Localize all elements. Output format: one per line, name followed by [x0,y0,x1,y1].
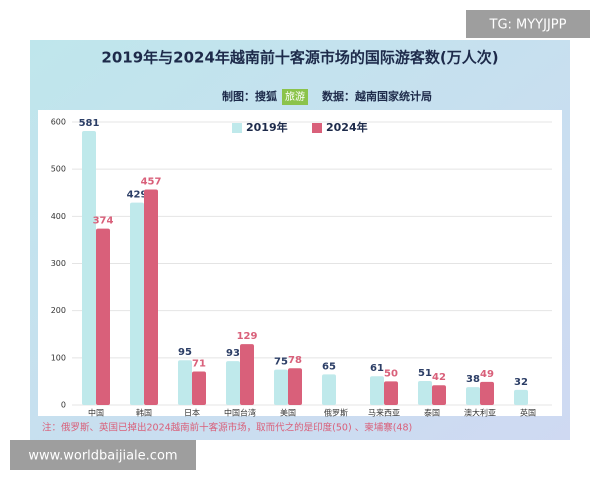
data-label: 50 [384,368,398,379]
bar [466,387,480,405]
legend-swatch [232,123,242,133]
data-label: 457 [141,176,162,187]
data-label: 65 [322,361,336,372]
data-label: 75 [274,357,288,368]
x-tick-label: 中国台湾 [224,408,256,418]
data-label: 32 [514,377,528,388]
bar [144,189,158,405]
x-tick-label: 澳大利亚 [464,408,496,418]
y-tick-label: 100 [51,353,66,362]
data-label: 42 [432,372,446,383]
bar [384,381,398,405]
bar [514,389,528,405]
x-tick-label: 英国 [520,408,536,418]
bar [192,371,206,405]
subtitle-brand: 旅游 [285,90,305,103]
bar [96,228,110,405]
data-label: 429 [127,190,148,201]
subtitle-source: 数据：越南国家统计局 [322,89,432,103]
bar [178,360,192,405]
x-tick-label: 美国 [280,408,296,418]
footnote: 注：俄罗斯、英国已掉出2024越南前十客源市场，取而代之的是印度(50) 、柬埔… [42,422,412,434]
bar [240,344,254,405]
data-label: 78 [288,355,302,366]
data-label: 129 [237,331,258,342]
subtitle-author: 制图：搜狐 [222,89,277,103]
x-tick-label: 俄罗斯 [324,408,348,418]
data-label: 93 [226,348,240,359]
x-tick-label: 韩国 [136,408,152,418]
data-label: 581 [79,118,100,129]
data-label: 71 [192,359,206,370]
legend-swatch [312,123,322,133]
bar [322,374,336,405]
watermark-box [466,10,590,38]
y-tick-label: 500 [51,165,66,174]
data-label: 49 [480,369,494,380]
watermark: www.worldbaijiale.com [28,449,177,464]
x-tick-label: 日本 [184,408,200,418]
bar [82,130,96,405]
chart-title: 2019年与2024年越南前十客源市场的国际游客数(万人次) [101,49,498,67]
bar [432,385,446,405]
bar [274,369,288,405]
y-tick-label: 300 [51,259,66,268]
bar [130,202,144,405]
x-tick-label: 中国 [88,408,104,418]
watermark-box [10,440,196,470]
data-label: 95 [178,347,192,358]
brand-badge [282,89,308,105]
bar [370,376,384,405]
watermark: TG: MYYJJPP [489,18,567,33]
y-tick-label: 200 [51,306,66,315]
y-tick-label: 0 [61,401,66,410]
y-tick-label: 600 [51,118,66,127]
data-label: 38 [466,374,480,385]
y-tick-label: 400 [51,212,66,221]
data-label: 374 [93,216,114,227]
x-tick-label: 马来西亚 [368,409,400,418]
bar [288,368,302,405]
x-tick-label: 泰国 [424,408,440,418]
bar [418,380,432,405]
legend-label: 2024年 [326,120,368,134]
bar [226,361,240,405]
legend-label: 2019年 [246,120,288,134]
data-label: 51 [418,368,432,379]
data-label: 61 [370,363,384,374]
bar [480,381,494,405]
